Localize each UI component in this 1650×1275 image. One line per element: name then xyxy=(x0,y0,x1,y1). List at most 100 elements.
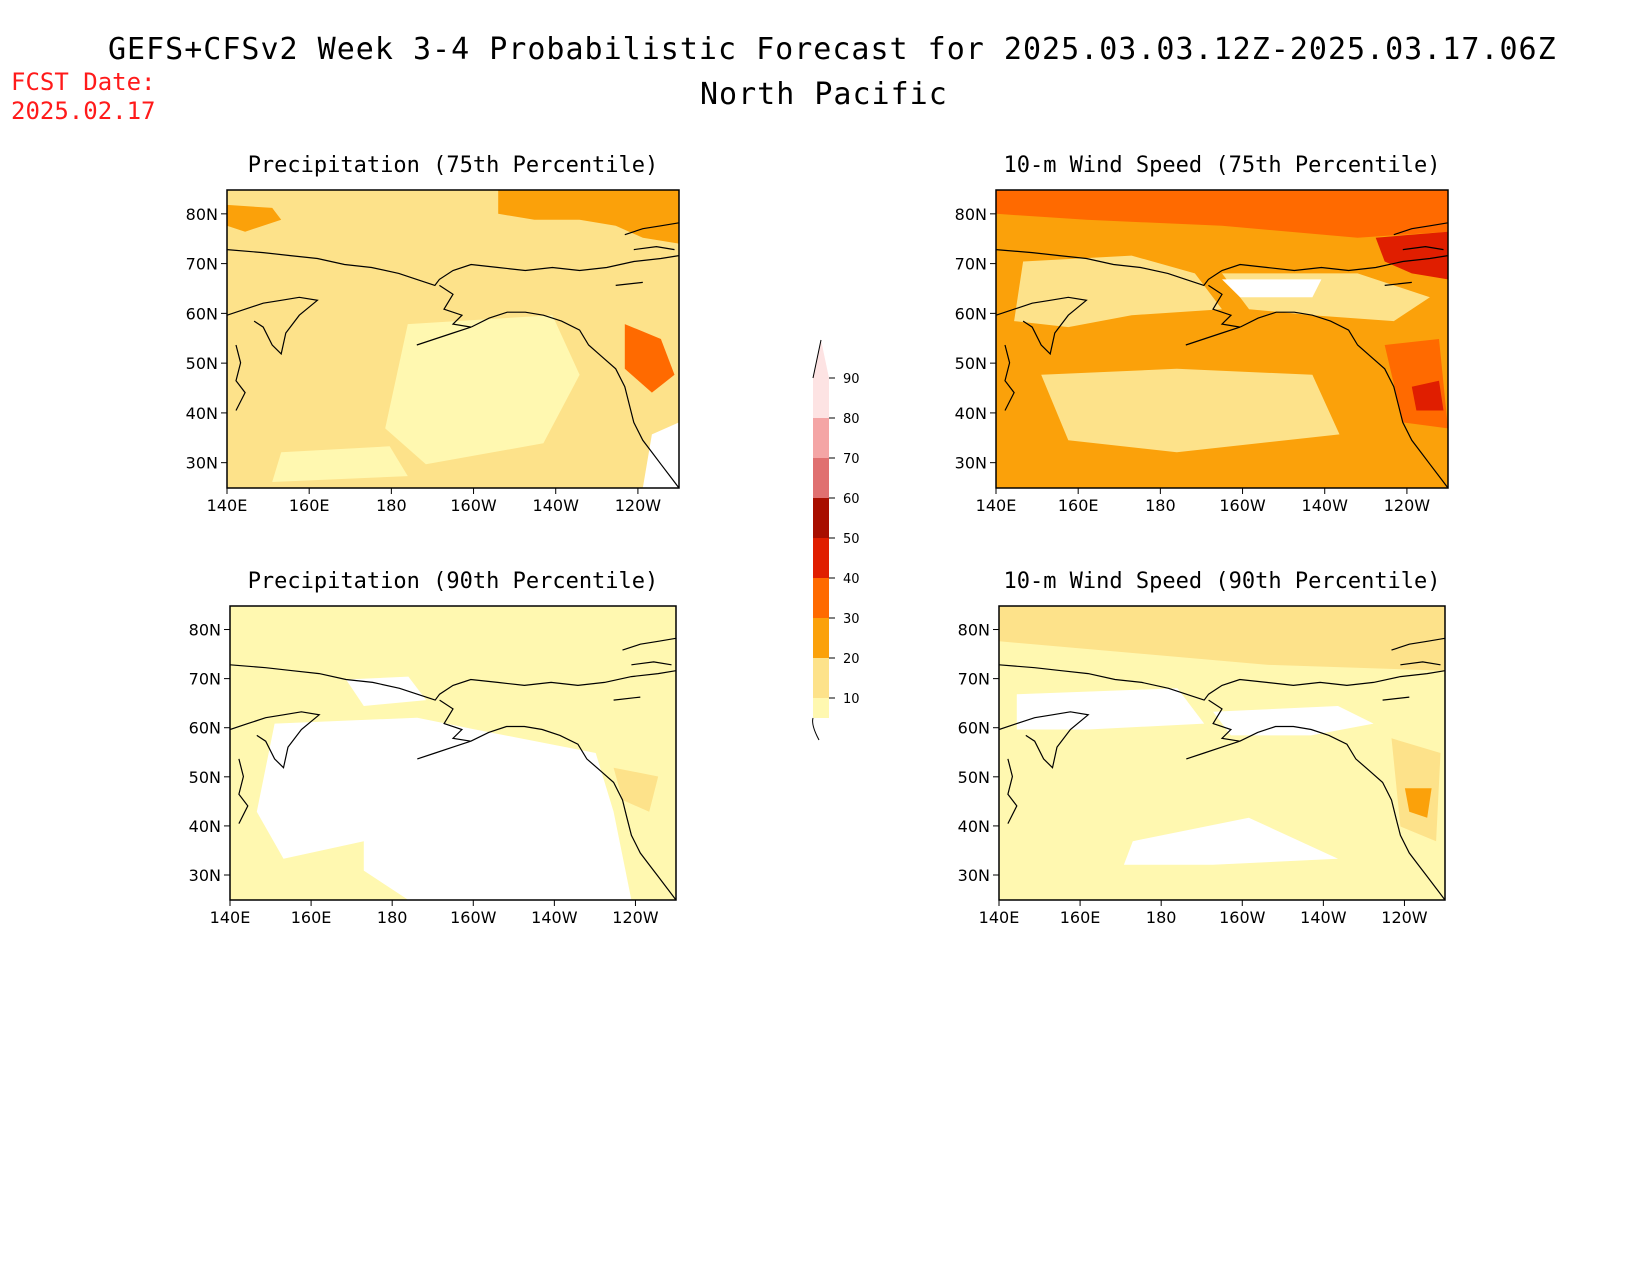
lat-tick-label: 40N xyxy=(955,404,987,423)
field-region xyxy=(1123,817,1338,865)
colorbar-swatch xyxy=(813,538,829,578)
lat-tick-label: 50N xyxy=(189,768,221,787)
colorbar-swatch xyxy=(813,418,829,458)
colorbar-edge xyxy=(812,339,822,379)
map-field xyxy=(999,606,1445,900)
coastline-segment xyxy=(470,725,676,900)
fcst-date-caption: FCST Date: xyxy=(11,68,156,96)
lat-tick-label: 60N xyxy=(958,719,990,738)
coastline-segment xyxy=(439,284,472,328)
colorbar-label: 80 xyxy=(843,412,860,427)
lon-tick-label: 140E xyxy=(979,908,1020,927)
coastline xyxy=(227,222,679,488)
coastline-segment xyxy=(613,637,676,701)
lat-tick-label: 50N xyxy=(958,768,990,787)
lat-tick-label: 50N xyxy=(955,354,987,373)
coastline-segment xyxy=(1239,725,1445,900)
lon-tick-label: 160E xyxy=(1058,496,1099,515)
field-region xyxy=(227,204,282,232)
colorbar-label: 20 xyxy=(843,652,860,667)
lon-tick-label: 140E xyxy=(210,908,251,927)
lon-tick-label: 180 xyxy=(376,496,407,515)
colorbar-label: 90 xyxy=(843,372,860,387)
colorbar-swatch xyxy=(813,498,829,538)
map-frame xyxy=(995,189,1449,489)
coastline-segment xyxy=(470,311,679,488)
lon-tick-label: 160W xyxy=(450,908,497,927)
lon-tick-label: 120W xyxy=(1384,496,1431,515)
map-panel-1: Precipitation (75th Percentile) 140E 160E 1… xyxy=(186,153,680,515)
map-field xyxy=(230,606,676,900)
lat-tick-label: 40N xyxy=(186,404,218,423)
colorbar-edge xyxy=(812,717,820,741)
field-region xyxy=(1375,231,1448,280)
field-region xyxy=(624,324,675,393)
colorbar-label: 30 xyxy=(843,612,860,627)
lon-tick-label: 160E xyxy=(1060,908,1101,927)
lat-tick-label: 60N xyxy=(955,304,987,323)
colorbar-label: 50 xyxy=(843,532,860,547)
coastline-segment xyxy=(227,249,679,287)
map-field xyxy=(227,190,679,488)
colorbar-label: 40 xyxy=(843,572,860,587)
lon-tick-label: 120W xyxy=(615,496,662,515)
colorbar-swatch xyxy=(813,658,829,698)
map-panel-3: Precipitation (90th Percentile) 140E 160E 1… xyxy=(189,569,677,927)
coastline-segment xyxy=(230,711,321,769)
colorbar-swatch xyxy=(813,378,829,418)
coastline-segment xyxy=(238,758,249,824)
region-subtitle: North Pacific xyxy=(700,77,948,112)
lat-tick-label: 70N xyxy=(186,255,218,274)
field-region xyxy=(385,315,580,465)
colorbar-swatch xyxy=(813,578,829,618)
lon-tick-label: 120W xyxy=(612,908,659,927)
field-region xyxy=(230,664,676,812)
lon-tick-label: 160W xyxy=(1219,908,1266,927)
colorbar-label: 10 xyxy=(843,692,860,707)
coastline-segment xyxy=(235,344,246,411)
lat-tick-label: 30N xyxy=(186,454,218,473)
lat-tick-label: 70N xyxy=(955,255,987,274)
lon-tick-label: 140E xyxy=(207,496,248,515)
coastline-segment xyxy=(227,296,319,356)
map-field xyxy=(996,190,1448,488)
lon-tick-label: 140E xyxy=(976,496,1017,515)
field-region xyxy=(1222,279,1322,298)
panel-title: 10-m Wind Speed (90th Percentile) xyxy=(1003,569,1440,594)
lon-tick-label: 140W xyxy=(1302,496,1349,515)
map-frame xyxy=(226,189,680,489)
lat-tick-label: 30N xyxy=(958,866,990,885)
lat-tick-label: 60N xyxy=(189,719,221,738)
field-region xyxy=(1404,788,1432,818)
field-region xyxy=(642,422,679,488)
lon-tick-label: 140W xyxy=(1300,908,1347,927)
lon-tick-label: 180 xyxy=(377,908,408,927)
coastline-segment xyxy=(1208,284,1241,328)
coastline-segment xyxy=(996,296,1088,356)
field-region xyxy=(1016,688,1205,730)
map-frame xyxy=(998,605,1446,901)
lat-tick-label: 80N xyxy=(189,621,221,640)
coastline-segment xyxy=(999,664,1445,701)
lat-tick-label: 80N xyxy=(186,205,218,224)
forecast-date-label: FCST Date: 2025.02.17 xyxy=(11,68,156,126)
colorbar: 10 20 30 40 50 60 70 80 90 xyxy=(812,339,860,741)
coastline-segment xyxy=(439,699,471,742)
map-panel-4: 10-m Wind Speed (90th Percentile) 140E 160… xyxy=(958,569,1446,927)
lon-tick-label: 160W xyxy=(450,496,497,515)
coastline-segment xyxy=(615,222,679,286)
field-region xyxy=(999,606,1445,671)
field-region xyxy=(1213,706,1374,736)
colorbar-swatch xyxy=(813,698,829,718)
coastline-segment xyxy=(1007,758,1018,824)
field-region xyxy=(256,717,632,900)
lat-tick-label: 50N xyxy=(186,354,218,373)
lon-tick-label: 140W xyxy=(531,908,578,927)
coastline-segment xyxy=(1384,222,1448,286)
field-region xyxy=(272,446,408,482)
lat-tick-label: 70N xyxy=(189,670,221,689)
coastline-segment xyxy=(1186,740,1240,760)
lat-tick-label: 30N xyxy=(189,866,221,885)
coastline xyxy=(230,637,676,900)
field-region xyxy=(1014,255,1222,328)
